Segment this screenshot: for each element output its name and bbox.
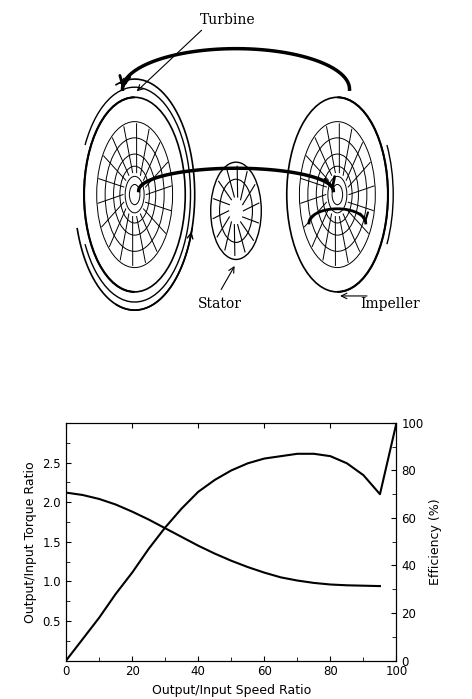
Text: Stator: Stator — [198, 297, 242, 311]
Y-axis label: Efficiency (%): Efficiency (%) — [429, 498, 442, 585]
X-axis label: Output/Input Speed Ratio: Output/Input Speed Ratio — [152, 684, 311, 697]
Text: Turbine: Turbine — [200, 13, 256, 27]
Text: Impeller: Impeller — [360, 297, 420, 311]
Y-axis label: Output/Input Torque Ratio: Output/Input Torque Ratio — [24, 461, 37, 623]
